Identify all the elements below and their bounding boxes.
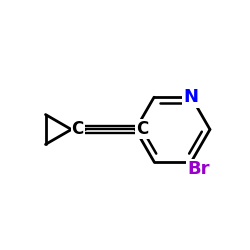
Text: N: N	[184, 88, 199, 106]
Text: C: C	[72, 120, 84, 138]
Text: C: C	[136, 120, 148, 138]
Text: Br: Br	[188, 160, 210, 178]
